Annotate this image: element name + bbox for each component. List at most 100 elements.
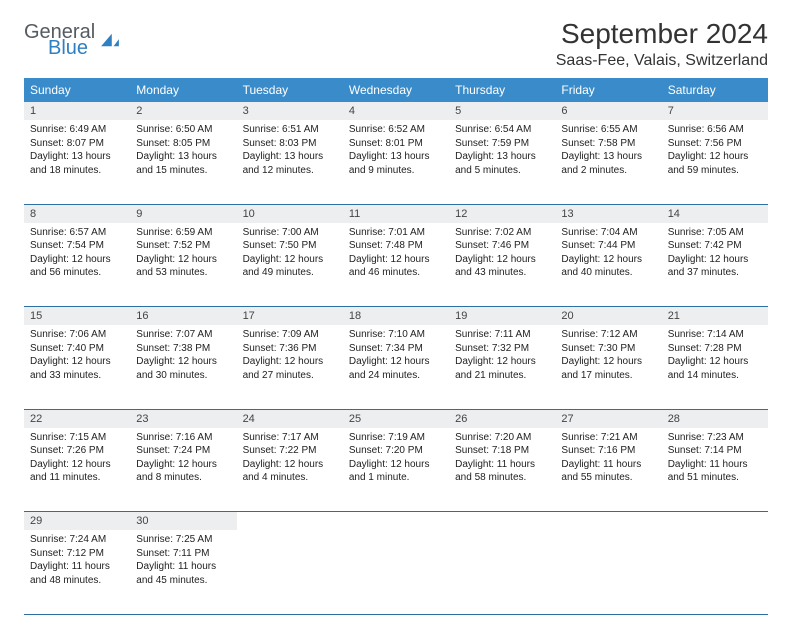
day-detail-cell: Sunrise: 7:24 AMSunset: 7:12 PMDaylight:… [24,530,130,614]
sunset-text: Sunset: 8:03 PM [243,137,337,151]
logo-text-block: General Blue [24,22,95,58]
day-number-cell [237,512,343,531]
daylight-text: Daylight: 12 hours and 40 minutes. [561,253,655,280]
day-number-cell: 25 [343,409,449,428]
daylight-text: Daylight: 12 hours and 4 minutes. [243,458,337,485]
daylight-text: Daylight: 12 hours and 1 minute. [349,458,443,485]
daylight-text: Daylight: 12 hours and 56 minutes. [30,253,124,280]
sunrise-text: Sunrise: 7:11 AM [455,328,549,342]
sunset-text: Sunset: 7:40 PM [30,342,124,356]
sunset-text: Sunset: 7:38 PM [136,342,230,356]
day-number: 14 [668,208,680,220]
day-detail-cell [449,530,555,614]
weekday-header: Monday [130,78,236,102]
day-detail-cell: Sunrise: 7:20 AMSunset: 7:18 PMDaylight:… [449,428,555,512]
sunrise-text: Sunrise: 7:01 AM [349,226,443,240]
day-number-cell: 5 [449,102,555,120]
sunset-text: Sunset: 7:26 PM [30,444,124,458]
day-detail-cell: Sunrise: 6:59 AMSunset: 7:52 PMDaylight:… [130,223,236,307]
day-number: 2 [136,105,142,117]
daylight-text: Daylight: 12 hours and 17 minutes. [561,355,655,382]
day-detail-cell: Sunrise: 6:50 AMSunset: 8:05 PMDaylight:… [130,120,236,204]
day-detail-cell: Sunrise: 7:02 AMSunset: 7:46 PMDaylight:… [449,223,555,307]
day-number-cell: 24 [237,409,343,428]
day-detail-cell: Sunrise: 7:12 AMSunset: 7:30 PMDaylight:… [555,325,661,409]
sunrise-text: Sunrise: 6:54 AM [455,123,549,137]
sunset-text: Sunset: 7:24 PM [136,444,230,458]
sunset-text: Sunset: 7:36 PM [243,342,337,356]
sunrise-text: Sunrise: 7:25 AM [136,533,230,547]
title-block: September 2024 Saas-Fee, Valais, Switzer… [556,18,768,70]
sunset-text: Sunset: 7:32 PM [455,342,549,356]
daylight-text: Daylight: 12 hours and 14 minutes. [668,355,762,382]
day-detail-cell: Sunrise: 6:51 AMSunset: 8:03 PMDaylight:… [237,120,343,204]
daylight-text: Daylight: 11 hours and 51 minutes. [668,458,762,485]
calendar-table: Sunday Monday Tuesday Wednesday Thursday… [24,78,768,615]
day-number-cell: 9 [130,204,236,223]
day-detail-cell: Sunrise: 7:19 AMSunset: 7:20 PMDaylight:… [343,428,449,512]
day-number: 18 [349,310,361,322]
day-number: 6 [561,105,567,117]
daylight-text: Daylight: 12 hours and 49 minutes. [243,253,337,280]
day-number: 15 [30,310,42,322]
sunset-text: Sunset: 7:11 PM [136,547,230,561]
day-number: 26 [455,413,467,425]
location-label: Saas-Fee, Valais, Switzerland [556,52,768,70]
daylight-text: Daylight: 12 hours and 11 minutes. [30,458,124,485]
day-number-cell: 12 [449,204,555,223]
sunrise-text: Sunrise: 7:15 AM [30,431,124,445]
sunrise-text: Sunrise: 6:52 AM [349,123,443,137]
sunset-text: Sunset: 7:20 PM [349,444,443,458]
sunrise-text: Sunrise: 7:06 AM [30,328,124,342]
detail-row: Sunrise: 7:06 AMSunset: 7:40 PM Daylight:… [24,325,768,409]
sunset-text: Sunset: 7:54 PM [30,239,124,253]
day-number: 25 [349,413,361,425]
day-number-cell: 10 [237,204,343,223]
day-detail-cell: Sunrise: 7:05 AMSunset: 7:42 PMDaylight:… [662,223,768,307]
day-detail-cell: Sunrise: 6:49 AMSunset: 8:07 PMDaylight:… [24,120,130,204]
sunset-text: Sunset: 7:30 PM [561,342,655,356]
sunset-text: Sunset: 7:18 PM [455,444,549,458]
sunrise-text: Sunrise: 6:59 AM [136,226,230,240]
day-number: 5 [455,105,461,117]
day-number: 11 [349,208,360,220]
sunset-text: Sunset: 8:07 PM [30,137,124,151]
sunrise-text: Sunrise: 7:24 AM [30,533,124,547]
day-detail-cell: Sunrise: 6:57 AMSunset: 7:54 PMDaylight:… [24,223,130,307]
day-number-cell: 1 [24,102,130,120]
day-number: 8 [30,208,36,220]
day-detail-cell: Sunrise: 6:56 AMSunset: 7:56 PMDaylight:… [662,120,768,204]
day-detail-cell: Sunrise: 7:14 AMSunset: 7:28 PMDaylight:… [662,325,768,409]
day-detail-cell: Sunrise: 7:04 AMSunset: 7:44 PMDaylight:… [555,223,661,307]
day-detail-cell [662,530,768,614]
day-detail-cell: Sunrise: 7:23 AMSunset: 7:14 PMDaylight:… [662,428,768,512]
daynum-row: 8 910 11 12 13 14 [24,204,768,223]
weekday-header: Saturday [662,78,768,102]
sunrise-text: Sunrise: 6:56 AM [668,123,762,137]
day-number: 19 [455,310,467,322]
day-number: 21 [668,310,680,322]
detail-row: Sunrise: 7:24 AMSunset: 7:12 PMDaylight:… [24,530,768,614]
daylight-text: Daylight: 12 hours and 8 minutes. [136,458,230,485]
day-number-cell: 23 [130,409,236,428]
daylight-text: Daylight: 13 hours and 2 minutes. [561,150,655,177]
day-number-cell: 26 [449,409,555,428]
day-detail-cell: Sunrise: 7:11 AMSunset: 7:32 PMDaylight:… [449,325,555,409]
day-number-cell: 29 [24,512,130,531]
daylight-text: Daylight: 12 hours and 37 minutes. [668,253,762,280]
day-number-cell [343,512,449,531]
day-number: 13 [561,208,573,220]
day-detail-cell [343,530,449,614]
calendar-page: General Blue September 2024 Saas-Fee, Va… [0,0,792,633]
day-number-cell: 11 [343,204,449,223]
sunrise-text: Sunrise: 7:02 AM [455,226,549,240]
daylight-text: Daylight: 12 hours and 53 minutes. [136,253,230,280]
daylight-text: Daylight: 13 hours and 5 minutes. [455,150,549,177]
day-number: 29 [30,515,42,527]
day-number: 17 [243,310,255,322]
day-number-cell: 7 [662,102,768,120]
sunset-text: Sunset: 7:50 PM [243,239,337,253]
day-detail-cell: Sunrise: 7:17 AMSunset: 7:22 PMDaylight:… [237,428,343,512]
daynum-row: 1234567 [24,102,768,120]
day-number-cell: 14 [662,204,768,223]
